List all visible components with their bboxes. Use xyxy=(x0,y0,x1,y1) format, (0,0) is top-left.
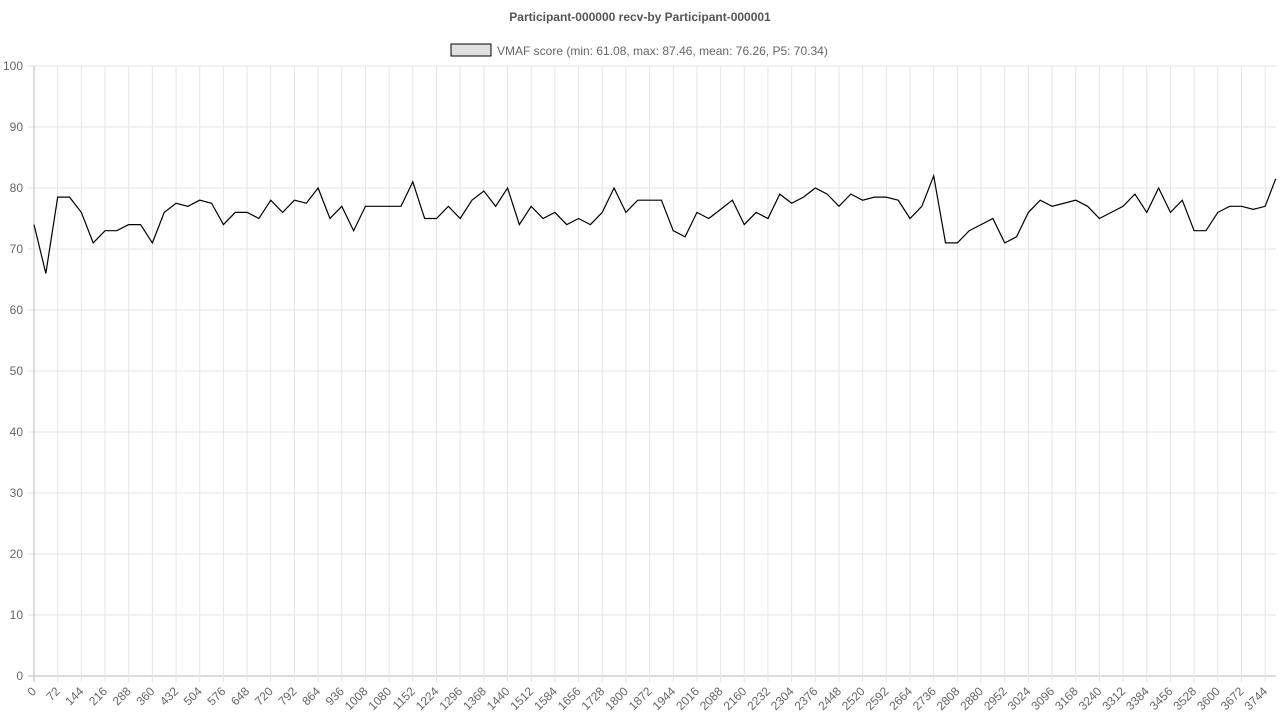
x-tick-label: 288 xyxy=(110,684,134,708)
y-tick-label: 0 xyxy=(16,669,23,683)
x-tick-label: 3312 xyxy=(1099,684,1128,713)
x-tick-label: 1944 xyxy=(650,684,679,713)
x-tick-label: 1368 xyxy=(460,684,489,713)
x-tick-label: 2088 xyxy=(697,684,726,713)
x-tick-label: 2520 xyxy=(839,684,868,713)
x-tick-label: 1296 xyxy=(437,684,466,713)
x-tick-label: 1152 xyxy=(390,684,418,712)
y-tick-label: 10 xyxy=(10,608,24,622)
x-tick-label: 2592 xyxy=(863,684,892,713)
x-tick-label: 72 xyxy=(43,684,63,704)
legend-swatch xyxy=(450,43,492,57)
data-line xyxy=(33,173,1277,274)
x-tick-label: 2736 xyxy=(910,684,939,713)
x-tick-label: 720 xyxy=(252,684,276,708)
x-tick-label: 864 xyxy=(299,684,323,708)
x-tick-label: 1872 xyxy=(626,684,655,713)
x-tick-label: 1080 xyxy=(365,684,394,713)
legend-label: VMAF score (min: 61.08, max: 87.46, mean… xyxy=(497,44,828,58)
y-tick-label: 30 xyxy=(10,486,24,500)
x-tick-label: 2160 xyxy=(721,684,750,713)
x-tick-label: 1440 xyxy=(484,684,513,713)
x-tick-label: 2952 xyxy=(981,684,1010,713)
x-tick-label: 1512 xyxy=(508,684,537,713)
x-tick-label: 1728 xyxy=(579,684,608,713)
x-tick-label: 144 xyxy=(62,684,86,708)
x-tick-label: 3672 xyxy=(1218,684,1247,713)
y-tick-label: 20 xyxy=(10,547,24,561)
x-tick-label: 2808 xyxy=(934,684,963,713)
x-tick-label: 360 xyxy=(133,684,157,708)
y-tick-label: 60 xyxy=(10,303,24,317)
y-tick-label: 70 xyxy=(10,242,24,256)
x-tick-label: 1656 xyxy=(555,684,584,713)
x-tick-label: 3024 xyxy=(1005,684,1034,713)
y-tick-label: 50 xyxy=(10,364,24,378)
x-tick-label: 3744 xyxy=(1241,684,1270,713)
x-tick-label: 2232 xyxy=(744,684,773,713)
x-tick-label: 2880 xyxy=(957,684,986,713)
x-tick-label: 1584 xyxy=(531,684,560,713)
x-tick-label: 3384 xyxy=(1123,684,1152,713)
x-tick-label: 3528 xyxy=(1170,684,1199,713)
x-tick-label: 2664 xyxy=(886,684,915,713)
x-tick-label: 504 xyxy=(181,684,205,708)
x-tick-label: 2376 xyxy=(792,684,821,713)
y-tick-label: 90 xyxy=(10,120,24,134)
x-tick-label: 3096 xyxy=(1028,684,1057,713)
x-tick-label: 2448 xyxy=(815,684,844,713)
x-tick-label: 1224 xyxy=(413,684,442,713)
y-tick-label: 40 xyxy=(10,425,24,439)
x-tick-label: 1008 xyxy=(342,684,371,713)
x-tick-label: 3600 xyxy=(1194,684,1223,713)
x-tick-label: 3456 xyxy=(1147,684,1176,713)
x-tick-label: 2304 xyxy=(768,684,797,713)
y-tick-label: 100 xyxy=(3,59,23,73)
x-tick-label: 2016 xyxy=(673,684,702,713)
x-tick-label: 576 xyxy=(204,684,228,708)
x-tick-label: 648 xyxy=(228,684,252,708)
x-tick-label: 3168 xyxy=(1052,684,1081,713)
x-tick-label: 1800 xyxy=(602,684,631,713)
x-tick-label: 3240 xyxy=(1076,684,1105,713)
chart-title: Participant-000000 recv-by Participant-0… xyxy=(509,10,771,24)
x-tick-label: 792 xyxy=(275,684,299,708)
x-tick-label: 432 xyxy=(157,684,181,708)
x-tick-label: 216 xyxy=(86,684,110,708)
y-tick-label: 80 xyxy=(10,181,24,195)
x-tick-label: 0 xyxy=(24,684,39,699)
